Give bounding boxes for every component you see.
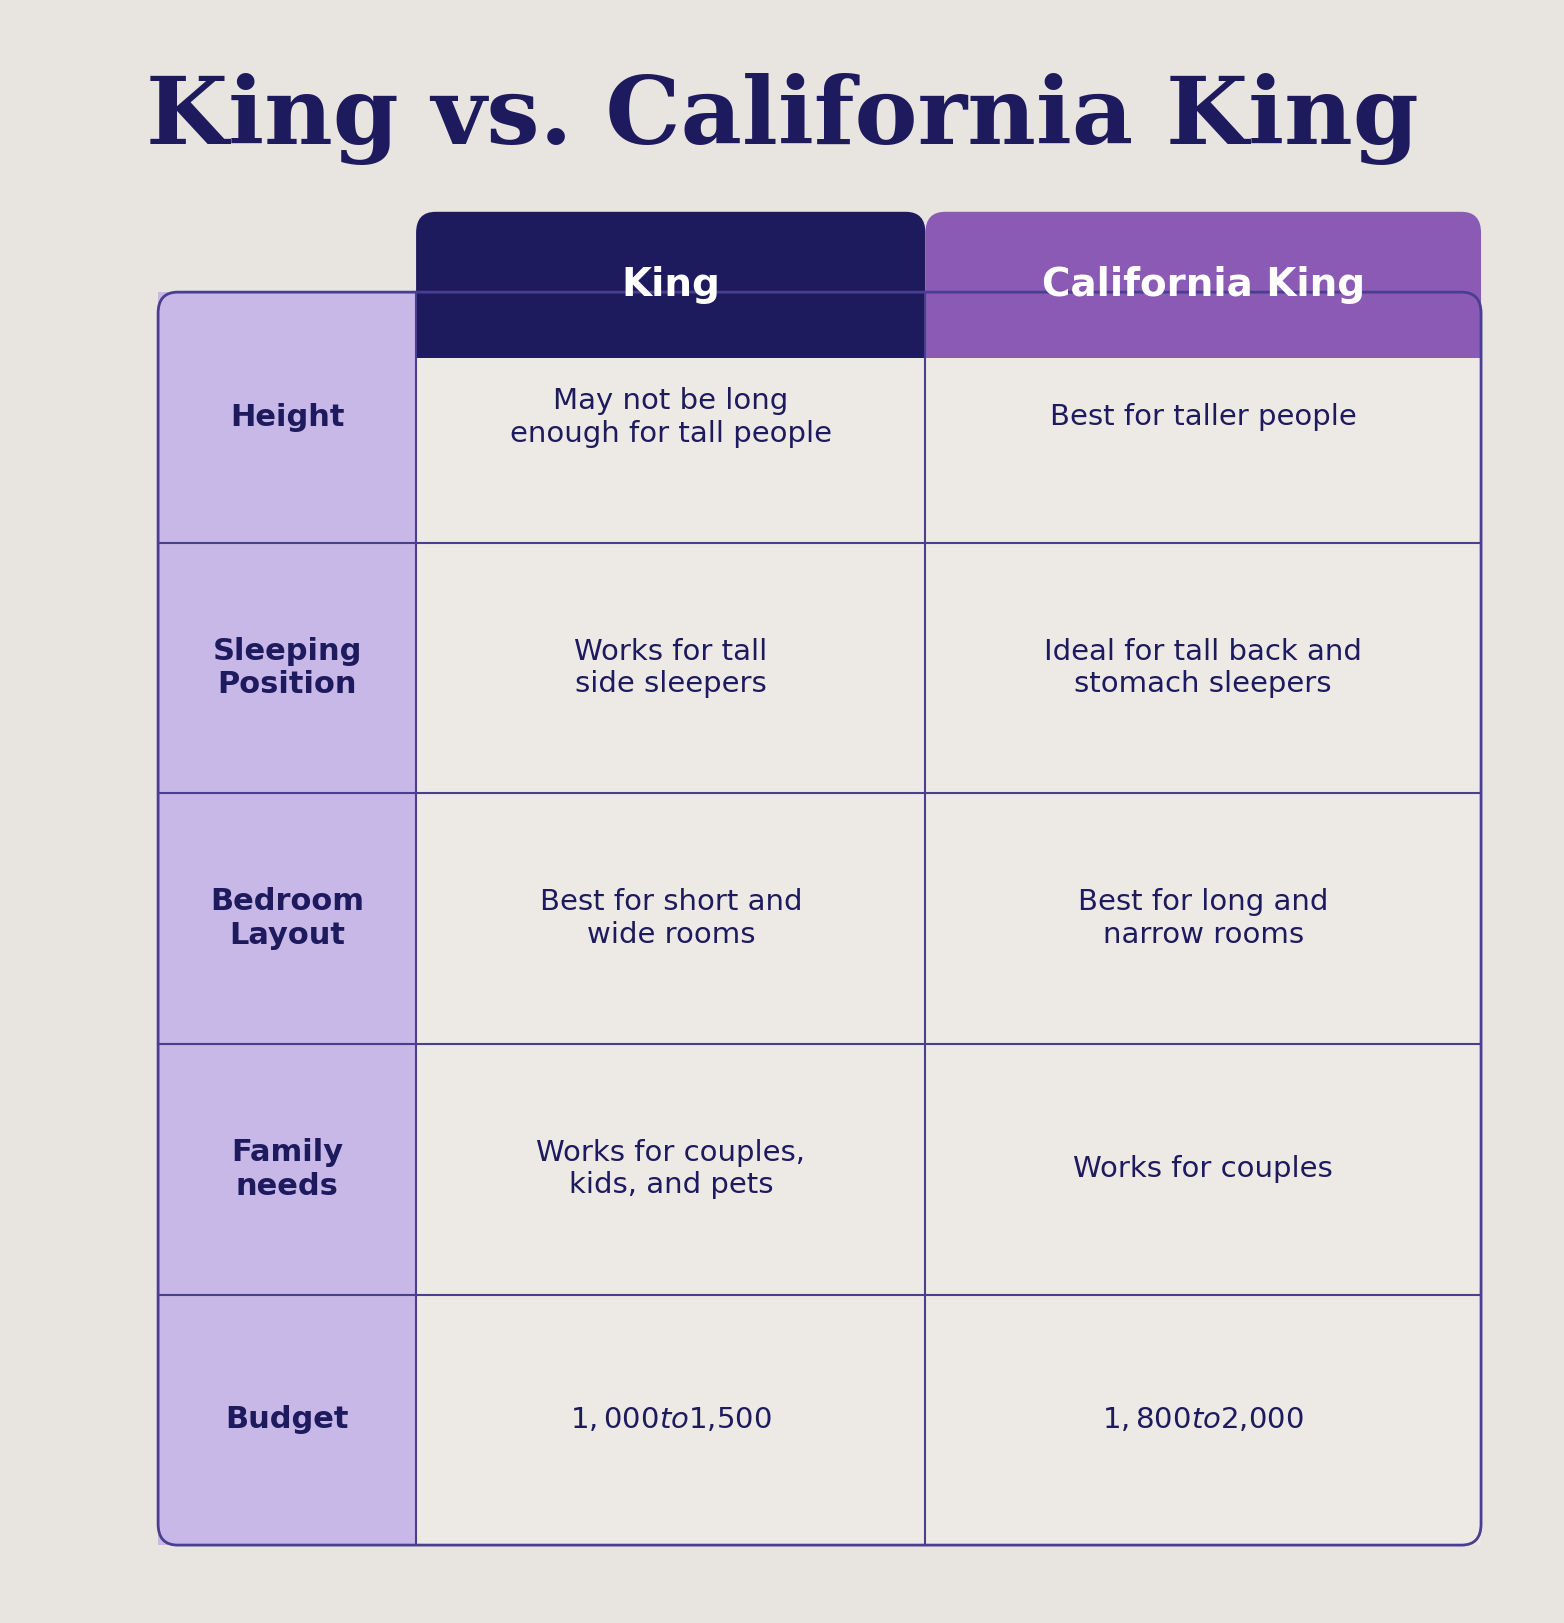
Bar [416,1044,926,1295]
Bar [926,794,1481,1044]
Text: Works for couples,
kids, and pets: Works for couples, kids, and pets [536,1139,805,1199]
Text: Sleeping
Position: Sleeping Position [213,636,361,700]
FancyBboxPatch shape [416,211,926,357]
Text: California King: California King [1042,266,1365,304]
Bar [416,292,926,542]
Text: $1,800 to $2,000: $1,800 to $2,000 [1103,1406,1304,1433]
Text: Best for short and
wide rooms: Best for short and wide rooms [540,888,802,949]
Bar [158,292,416,542]
Bar [416,542,926,794]
FancyBboxPatch shape [926,211,1481,357]
Text: Works for couples: Works for couples [1073,1156,1333,1183]
Bar [158,1044,416,1295]
Bar [158,542,416,794]
Bar [926,292,1481,542]
Bar [416,1295,926,1545]
Bar [416,794,926,1044]
Text: King vs. California King: King vs. California King [145,73,1419,166]
Text: Best for taller people: Best for taller people [1049,404,1356,432]
Text: Height: Height [230,403,344,432]
Bar [158,794,416,1044]
Text: Ideal for tall back and
stomach sleepers: Ideal for tall back and stomach sleepers [1045,638,1362,698]
Bar [926,1044,1481,1295]
Bar [416,297,926,357]
Bar [926,542,1481,794]
Bar [158,1295,416,1545]
Text: King: King [621,266,719,304]
Bar [926,1295,1481,1545]
Text: Bedroom
Layout: Bedroom Layout [210,888,364,949]
Text: Family
needs: Family needs [231,1138,343,1201]
Text: Best for long and
narrow rooms: Best for long and narrow rooms [1078,888,1328,949]
Text: Works for tall
side sleepers: Works for tall side sleepers [574,638,768,698]
Text: Budget: Budget [225,1406,349,1435]
Text: May not be long
enough for tall people: May not be long enough for tall people [510,388,832,448]
Bar [926,297,1481,357]
Text: $1,000 to $1,500: $1,000 to $1,500 [569,1406,771,1433]
